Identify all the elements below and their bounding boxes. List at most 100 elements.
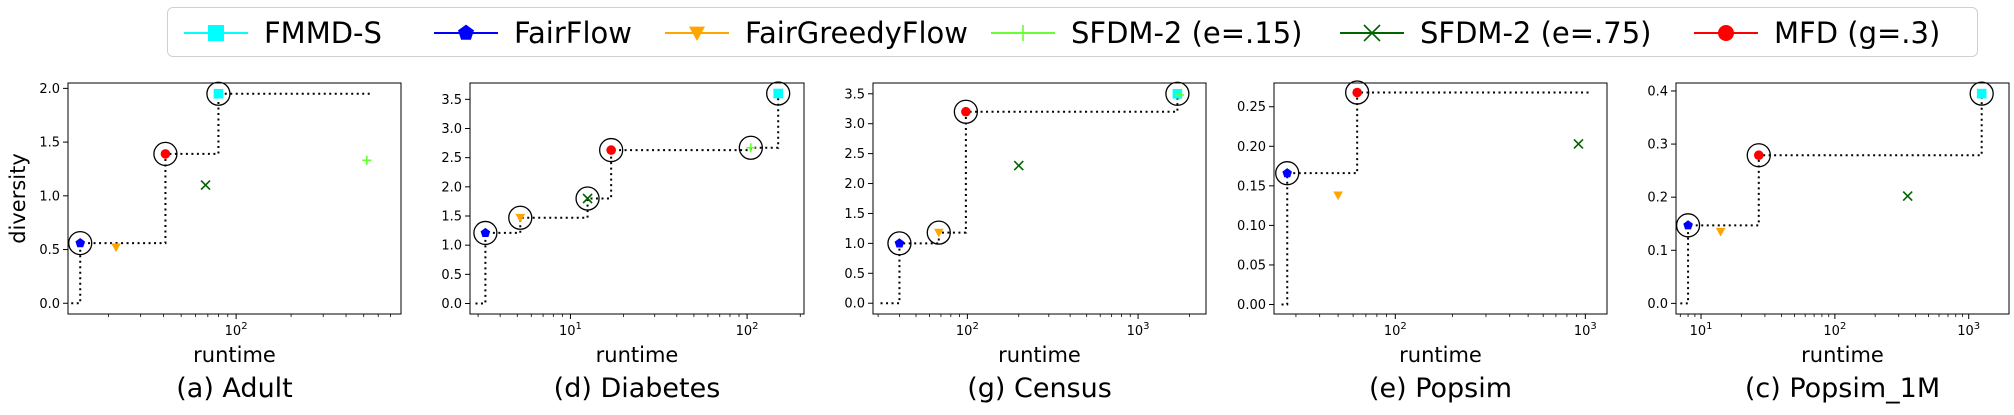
y-tick-label: 2.0	[844, 177, 865, 192]
chart-1: 102 0.0 0.5 1.0 1.5 2.0 runtime diversity (a) Ad…	[6, 81, 402, 404]
y-tick-label: 0.0	[39, 297, 60, 312]
y-tick-label: 2.0	[441, 180, 462, 195]
y-tick-label: 3.5	[441, 93, 462, 108]
y-tick-label: 0.0	[1647, 297, 1668, 312]
point-fairgreedyflow	[933, 228, 944, 238]
x-axis-label: runtime	[1801, 343, 1884, 367]
x-axis-label: runtime	[193, 343, 276, 367]
legend-label: SFDM-2 (e=.15)	[1071, 16, 1303, 50]
y-tick-label: 0.25	[1237, 100, 1266, 115]
pareto-circle	[508, 205, 533, 230]
y-axis-label: diversity	[6, 153, 30, 244]
legend-marker	[208, 25, 224, 41]
legend-label: FMMD-S	[264, 16, 382, 50]
x-axis-label: runtime	[596, 343, 679, 367]
legend-marker	[1363, 24, 1381, 42]
legend-swatch	[665, 26, 729, 41]
chart-5: 101 102 103 0.0 0.1 0.2 0.3 0.4 runtime (c) Popsi…	[1647, 81, 2010, 404]
pareto-circle	[926, 220, 951, 245]
point-sfdm-2-e-75	[1013, 160, 1024, 171]
chart-3: 102 103 0.0 0.5 1.0 1.5 2.0 2.5 3.0 3.5 runtime (g)…	[844, 81, 1207, 404]
point-fairflow	[1683, 220, 1693, 230]
axes-frame	[67, 82, 402, 315]
point-sfdm-2-e-75	[200, 180, 211, 191]
y-tick-label: 0.0	[844, 297, 865, 312]
y-tick-label: 0.2	[1647, 191, 1668, 206]
legend-swatch	[1694, 25, 1758, 41]
pareto-circle	[1746, 143, 1771, 168]
y-tick-label: 0.05	[1237, 258, 1266, 273]
chart-title: (d) Diabetes	[554, 373, 721, 404]
y-tick-label: 3.0	[844, 117, 865, 132]
point-sfdm-2-e-75	[582, 193, 593, 204]
legend-marker	[1718, 25, 1734, 41]
point-sfdm-2-e-15	[362, 155, 372, 165]
legend: FMMD-S FairFlow FairGreedyFlow SFDM-2 (e=.1…	[167, 7, 1978, 57]
y-tick-label: 0.5	[39, 243, 60, 258]
legend-label: FairFlow	[514, 16, 632, 50]
point-fairflow	[75, 238, 85, 248]
x-tick-label: 102	[1823, 321, 1846, 339]
y-tick-label: 1.0	[39, 189, 60, 204]
y-tick-label: 0.1	[1647, 244, 1668, 259]
point-fairflow	[894, 238, 905, 248]
point-fmmd-s	[1976, 88, 1987, 99]
y-tick-label: 0.15	[1237, 179, 1266, 194]
y-tick-label: 2.0	[39, 82, 60, 97]
y-tick-label: 0.20	[1237, 140, 1266, 155]
axes-frame	[469, 82, 805, 315]
point-sfdm-2-e-15	[746, 143, 756, 153]
point-mfd-g-3	[1352, 87, 1362, 98]
legend-label: SFDM-2 (e=.75)	[1420, 16, 1652, 50]
pareto-circle	[887, 231, 912, 256]
pareto-circle	[153, 141, 178, 167]
y-tick-label: 3.5	[844, 87, 865, 102]
point-mfd-g-3	[961, 106, 971, 117]
y-tick-label: 1.5	[39, 136, 60, 151]
pareto-circle	[1969, 81, 1994, 106]
y-tick-label: 0.4	[1647, 84, 1668, 99]
x-tick-label: 102	[225, 321, 248, 339]
pareto-circle	[206, 81, 231, 106]
y-tick-label: 2.5	[844, 147, 865, 162]
chart-2: 101 102 0.0 0.5 1.0 1.5 2.0 2.5 3.0 3.5 runtime (d)…	[441, 81, 805, 404]
x-axis-label: runtime	[998, 343, 1081, 367]
point-fairflow	[1282, 168, 1292, 178]
pareto-circle	[473, 220, 498, 246]
chart-title: (a) Adult	[176, 373, 293, 404]
legend-marker	[1015, 25, 1031, 41]
y-tick-label: 0.0	[441, 297, 462, 312]
legend-swatch	[184, 25, 248, 41]
y-tick-label: 3.0	[441, 122, 462, 137]
point-fairgreedyflow	[1715, 227, 1726, 237]
x-tick-label: 102	[956, 321, 979, 339]
y-tick-label: 1.0	[441, 239, 462, 254]
x-tick-label: 102	[1384, 321, 1407, 339]
pareto-circle	[1675, 213, 1701, 238]
point-mfd-g-3	[606, 145, 616, 155]
point-fairgreedyflow	[111, 243, 121, 253]
y-tick-label: 0.5	[844, 267, 865, 282]
pareto-frontier-line	[475, 93, 780, 305]
point-sfdm-2-e-75	[1573, 138, 1584, 149]
chart-4: 102 103 0.00 0.05 0.10 0.15 0.20 0.25 runtime (e)…	[1237, 80, 1608, 404]
pareto-circle	[953, 99, 979, 124]
y-tick-label: 2.5	[441, 151, 462, 166]
pareto-frontier-line	[1680, 93, 1983, 305]
legend-swatch	[991, 25, 1055, 41]
legend-label: MFD (g=.3)	[1774, 16, 1941, 50]
point-fmmd-s	[773, 88, 783, 99]
x-tick-label: 101	[559, 321, 582, 339]
pareto-circle	[766, 81, 791, 106]
y-tick-label: 0.10	[1237, 219, 1266, 234]
x-tick-label: 101	[1690, 321, 1713, 339]
axes-frame	[872, 82, 1207, 315]
pareto-circle	[1345, 80, 1370, 105]
chart-title: (g) Census	[967, 373, 1112, 404]
point-mfd-g-3	[1753, 150, 1764, 161]
chart-title: (e) Popsim	[1369, 373, 1512, 404]
y-tick-label: 1.5	[441, 210, 462, 225]
y-tick-label: 0.00	[1237, 298, 1266, 313]
y-tick-label: 0.5	[441, 268, 462, 283]
